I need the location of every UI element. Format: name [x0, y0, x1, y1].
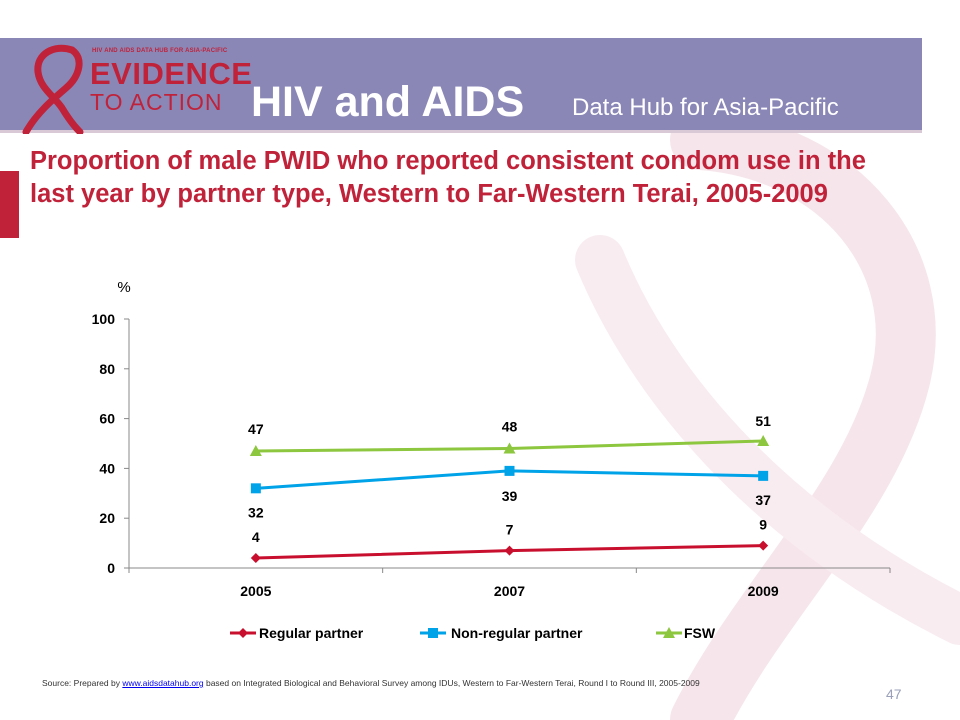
legend-item-regular-partner: Regular partner	[230, 625, 364, 641]
data-point-non-regular-partner	[250, 483, 261, 494]
data-label-fsw: 48	[502, 418, 518, 434]
data-label-regular-partner: 7	[506, 522, 514, 538]
data-label-regular-partner: 9	[759, 517, 767, 533]
legend-marker-fsw	[663, 627, 675, 638]
source-prefix: Source: Prepared by	[42, 678, 123, 688]
header-title: HIV and AIDS	[251, 78, 525, 126]
data-label-non-regular-partner: 37	[755, 492, 771, 508]
header-subtitle: Data Hub for Asia-Pacific	[572, 94, 839, 121]
data-point-non-regular-partner	[504, 465, 515, 476]
legend-label-fsw: FSW	[684, 625, 716, 641]
logo-evidence-text: EVIDENCE	[90, 56, 253, 91]
logo-tagline: HIV AND AIDS DATA HUB FOR ASIA-PACIFIC	[92, 48, 228, 54]
red-ribbon-icon	[22, 44, 84, 134]
evidence-to-action-logo: HIV AND AIDS DATA HUB FOR ASIA-PACIFIC E…	[14, 40, 252, 134]
y-tick-label: 80	[99, 361, 115, 377]
x-tick-label: 2007	[494, 583, 525, 599]
data-label-fsw: 51	[755, 413, 771, 429]
y-tick-label: 40	[99, 460, 115, 476]
chart-series	[249, 435, 770, 564]
data-label-non-regular-partner: 32	[248, 504, 264, 520]
chart-legend: Regular partner Non-regular partner FSW	[230, 625, 716, 641]
y-tick-label: 60	[99, 411, 115, 427]
legend-label-regular-partner: Regular partner	[259, 625, 364, 641]
data-point-regular-partner	[250, 553, 261, 564]
legend-item-non-regular-partner: Non-regular partner	[420, 625, 583, 641]
header-banner	[0, 38, 922, 130]
data-point-fsw	[757, 435, 770, 447]
y-tick-label: 100	[92, 311, 116, 327]
data-label-regular-partner: 4	[252, 529, 260, 545]
y-tick-label: 0	[107, 560, 115, 576]
data-point-fsw	[503, 442, 516, 454]
page-number: 47	[886, 686, 902, 702]
legend-label-non-regular-partner: Non-regular partner	[451, 625, 583, 641]
slide-title: Proportion of male PWID who reported con…	[30, 147, 866, 208]
logo-to-action-text: TO ACTION	[90, 89, 223, 115]
source-link[interactable]: www.aidsdatahub.org	[122, 678, 204, 688]
chart-axes: 0 20 40 60 80 100% 2005 2007 2009	[92, 279, 891, 599]
data-point-non-regular-partner	[758, 470, 769, 481]
source-note: Source: Prepared by www.aidsdatahub.org …	[42, 678, 862, 689]
legend-item-fsw: FSW	[656, 625, 716, 641]
x-tick-label: 2005	[240, 583, 271, 599]
legend-marker-non-regular-partner	[428, 628, 438, 638]
data-label-fsw: 47	[248, 421, 264, 437]
data-point-fsw	[249, 444, 262, 456]
data-point-regular-partner	[504, 545, 515, 556]
data-label-non-regular-partner: 39	[502, 488, 518, 504]
header-divider	[0, 130, 922, 133]
title-accent-bar	[0, 171, 19, 238]
y-axis-label: %	[117, 279, 130, 296]
y-tick-label: 20	[99, 510, 115, 526]
data-point-regular-partner	[758, 540, 769, 551]
legend-marker-regular-partner	[238, 628, 248, 638]
x-tick-label: 2009	[748, 583, 779, 599]
source-suffix: based on Integrated Biological and Behav…	[203, 678, 700, 688]
